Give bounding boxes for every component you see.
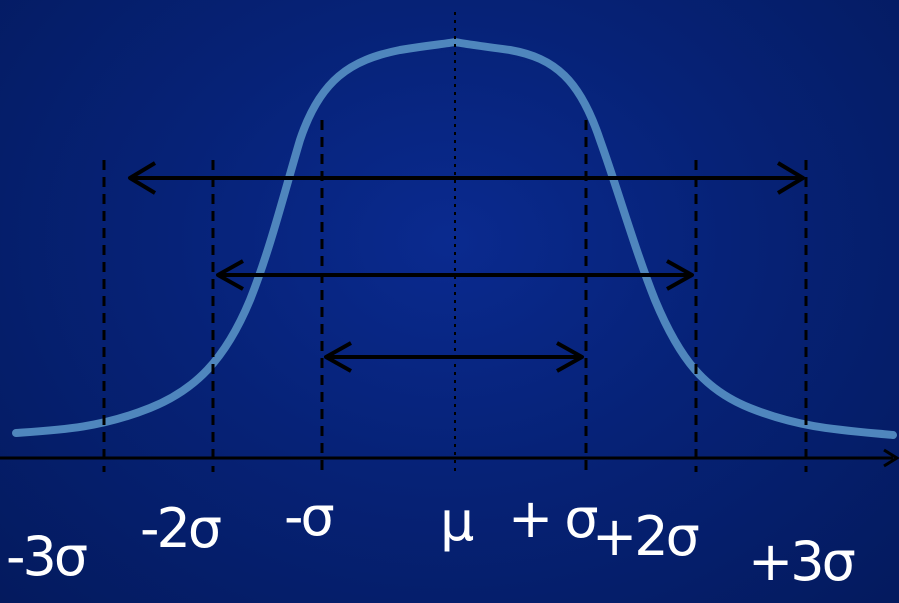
label-plus-3-sigma: +3σ — [748, 530, 856, 593]
arrow-one-sigma — [324, 341, 584, 373]
label-mean: μ — [440, 490, 474, 553]
label-minus-2-sigma: -2σ — [140, 497, 222, 560]
label-plus-2-sigma: +2σ — [592, 505, 700, 568]
label-minus-3-sigma: -3σ — [6, 525, 88, 588]
bell-curve — [12, 37, 897, 439]
label-minus-1-sigma: -σ — [284, 485, 335, 548]
x-axis-arrowhead — [883, 448, 899, 468]
label-plus-1-sigma: + σ — [508, 487, 599, 550]
arrow-three-sigma — [128, 161, 805, 195]
arrow-two-sigma — [216, 259, 694, 291]
